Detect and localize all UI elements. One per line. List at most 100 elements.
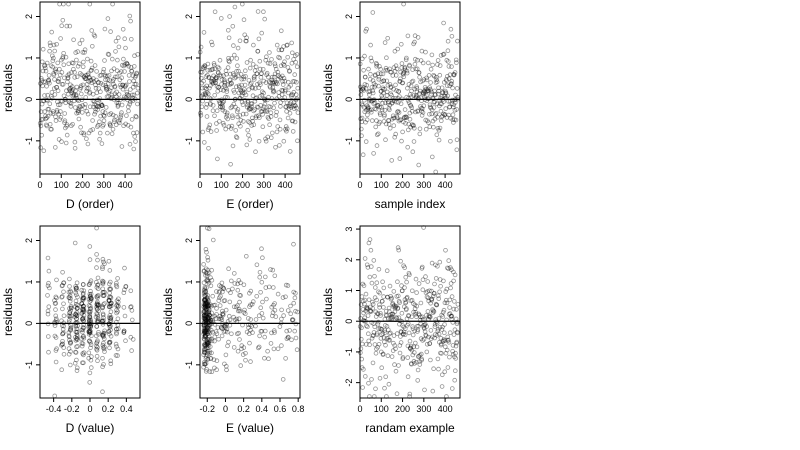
data-point bbox=[443, 106, 449, 111]
data-point bbox=[94, 324, 99, 329]
data-point bbox=[222, 79, 228, 84]
data-point bbox=[372, 324, 378, 330]
data-point bbox=[389, 311, 395, 317]
data-point bbox=[360, 385, 365, 390]
data-point bbox=[74, 95, 80, 101]
data-point bbox=[254, 293, 260, 299]
data-point bbox=[95, 306, 100, 312]
data-point bbox=[417, 91, 422, 96]
data-point bbox=[95, 319, 100, 325]
data-point bbox=[75, 294, 80, 300]
x-tick-label: 0 bbox=[87, 404, 92, 414]
data-point bbox=[243, 92, 249, 98]
y-tick-label: 1 bbox=[344, 55, 354, 60]
data-point bbox=[60, 327, 66, 332]
data-point bbox=[112, 84, 117, 90]
data-point bbox=[45, 334, 51, 339]
data-point bbox=[361, 283, 367, 288]
data-point bbox=[450, 112, 456, 117]
data-point bbox=[129, 69, 135, 74]
data-point bbox=[83, 95, 88, 100]
data-point bbox=[81, 313, 87, 318]
data-point bbox=[63, 100, 68, 106]
data-point bbox=[448, 281, 454, 286]
data-point bbox=[263, 138, 269, 144]
data-point bbox=[257, 274, 263, 280]
data-point bbox=[121, 56, 126, 62]
data-point bbox=[221, 285, 226, 291]
data-point bbox=[214, 367, 219, 373]
data-point bbox=[77, 104, 82, 109]
data-point bbox=[107, 331, 112, 337]
data-point bbox=[434, 333, 440, 338]
data-point bbox=[385, 294, 390, 300]
data-point bbox=[79, 311, 84, 316]
data-point bbox=[203, 288, 209, 294]
data-point bbox=[425, 60, 431, 66]
data-point bbox=[204, 301, 210, 306]
data-point bbox=[95, 338, 100, 344]
data-point bbox=[293, 290, 298, 296]
data-point bbox=[282, 88, 288, 94]
data-point bbox=[387, 82, 393, 87]
data-point bbox=[244, 142, 250, 148]
data-point bbox=[100, 278, 105, 284]
data-point bbox=[67, 298, 73, 304]
data-point bbox=[203, 314, 208, 320]
data-point bbox=[414, 303, 420, 309]
data-point bbox=[403, 299, 409, 305]
data-point bbox=[231, 304, 237, 310]
data-point bbox=[362, 256, 368, 261]
data-point bbox=[429, 52, 435, 58]
data-point bbox=[69, 90, 74, 96]
data-point bbox=[398, 334, 403, 339]
data-point bbox=[217, 313, 223, 319]
data-point bbox=[204, 102, 210, 107]
data-point bbox=[425, 279, 431, 284]
data-point bbox=[248, 101, 254, 107]
data-point bbox=[266, 104, 272, 109]
data-point bbox=[107, 313, 113, 318]
data-point bbox=[131, 78, 136, 84]
data-point bbox=[365, 331, 371, 337]
data-point bbox=[72, 139, 78, 145]
data-point bbox=[388, 311, 394, 317]
data-point bbox=[78, 104, 83, 110]
data-point bbox=[372, 100, 378, 105]
data-point bbox=[88, 328, 93, 334]
data-point bbox=[387, 316, 393, 321]
data-point bbox=[73, 338, 79, 343]
data-point bbox=[368, 55, 374, 61]
data-point bbox=[366, 89, 372, 95]
data-point bbox=[258, 109, 264, 114]
data-point bbox=[403, 121, 408, 126]
data-point bbox=[227, 59, 232, 65]
data-point bbox=[73, 324, 79, 329]
data-point bbox=[364, 305, 369, 311]
data-point bbox=[387, 337, 393, 343]
data-point bbox=[56, 79, 61, 85]
data-point bbox=[213, 329, 219, 334]
data-point bbox=[48, 63, 54, 68]
data-point bbox=[250, 115, 255, 121]
data-point bbox=[387, 331, 392, 337]
data-point bbox=[383, 68, 389, 73]
data-point bbox=[201, 64, 206, 70]
data-point bbox=[109, 300, 114, 306]
data-point bbox=[210, 42, 215, 48]
data-point bbox=[100, 304, 105, 309]
data-point bbox=[429, 334, 435, 340]
data-point bbox=[210, 314, 215, 320]
data-point bbox=[111, 81, 116, 87]
data-point bbox=[264, 109, 270, 114]
data-point bbox=[451, 120, 456, 125]
data-point bbox=[243, 350, 248, 356]
data-point bbox=[264, 70, 270, 76]
data-point bbox=[440, 309, 446, 315]
data-point bbox=[114, 331, 119, 337]
data-point bbox=[424, 75, 429, 81]
data-point bbox=[427, 314, 433, 319]
data-point bbox=[276, 54, 281, 60]
data-point bbox=[123, 45, 128, 51]
data-point bbox=[447, 297, 453, 303]
